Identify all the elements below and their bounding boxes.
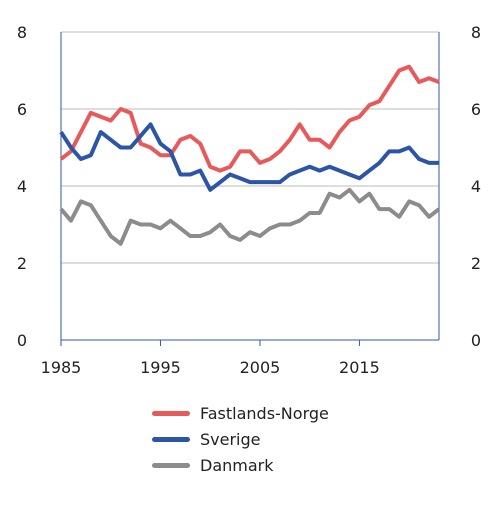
- legend-swatch-fastlands-norge: [152, 410, 190, 416]
- series-line-sverige: [59, 122, 439, 192]
- left-y-tick-labels: 0 2 4 6 8: [17, 23, 27, 350]
- x-tick-label: 1995: [140, 358, 181, 377]
- series-lines: [59, 64, 441, 246]
- x-tick-label: 2015: [339, 358, 380, 377]
- y-tick-label-right: 2: [471, 254, 481, 273]
- legend: Fastlands-Norge Sverige Danmark: [152, 400, 329, 478]
- y-tick-label-right: 8: [471, 23, 481, 42]
- legend-item-danmark: Danmark: [152, 452, 329, 478]
- series-line-fastlands-norge: [59, 64, 440, 173]
- y-tick-label-left: 0: [17, 331, 27, 350]
- right-y-tick-labels: 0 2 4 6 8: [471, 23, 481, 350]
- legend-label-danmark: Danmark: [200, 455, 274, 475]
- series-line-danmark: [59, 187, 441, 246]
- y-tick-label-left: 4: [17, 177, 27, 196]
- legend-swatch-sverige: [152, 436, 190, 442]
- y-tick-label-right: 6: [471, 100, 481, 119]
- y-tick-label-left: 2: [17, 254, 27, 273]
- x-tick-label: 2005: [240, 358, 281, 377]
- x-tick-label: 1985: [41, 358, 82, 377]
- y-tick-label-left: 6: [17, 100, 27, 119]
- line-chart: 0 2 4 6 8 0 2 4 6 8 1985 1995 2005 2015: [17, 23, 481, 377]
- y-tick-label-left: 8: [17, 23, 27, 42]
- legend-swatch-danmark: [152, 462, 190, 468]
- legend-label-sverige: Sverige: [200, 429, 261, 449]
- legend-label-fastlands-norge: Fastlands-Norge: [200, 403, 329, 423]
- y-tick-label-right: 4: [471, 177, 481, 196]
- legend-item-sverige: Sverige: [152, 426, 329, 452]
- y-tick-label-right: 0: [471, 331, 481, 350]
- x-tick-labels: 1985 1995 2005 2015: [41, 340, 380, 377]
- legend-item-fastlands-norge: Fastlands-Norge: [152, 400, 329, 426]
